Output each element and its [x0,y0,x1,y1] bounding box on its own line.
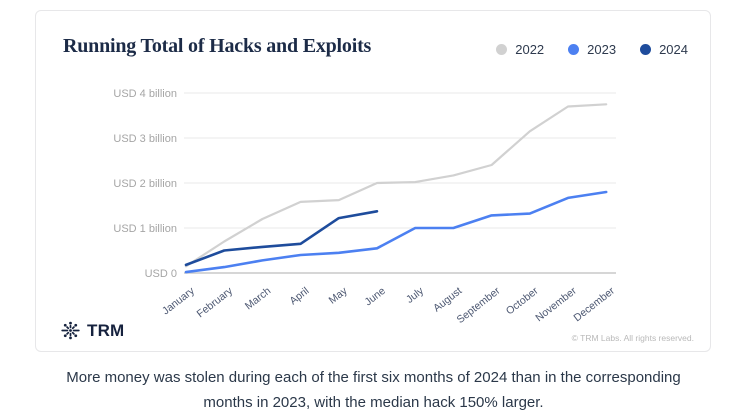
y-axis-tick-label: USD 2 billion [113,178,177,190]
y-axis-tick-label: USD 3 billion [113,133,177,145]
x-axis-month-label: June [363,285,388,309]
x-axis-month-label: September [455,285,503,326]
legend: 2022 2023 2024 [496,42,688,57]
copyright-text: © TRM Labs. All rights reserved. [571,333,694,343]
chart-title: Running Total of Hacks and Exploits [63,35,372,57]
x-axis-month-label: January [160,284,197,317]
x-axis-month-label: November [533,285,579,325]
y-axis-tick-label: USD 4 billion [113,88,177,100]
legend-item-2024[interactable]: 2024 [640,42,688,57]
brand-logo: TRM [60,320,124,341]
legend-label-2024: 2024 [659,42,688,57]
legend-item-2022[interactable]: 2022 [496,42,544,57]
series-line-2024 [184,210,379,267]
x-axis-month-label: August [431,285,464,315]
legend-label-2023: 2023 [587,42,617,57]
y-axis-tick-label: USD 0 [145,268,177,280]
x-axis-month-label: April [287,285,311,307]
x-axis-month-label: May [327,284,351,306]
legend-dot-2022 [496,44,508,55]
legend-dot-2023 [568,44,580,55]
legend-label-2022: 2022 [515,42,545,57]
chart-card: Running Total of Hacks and Exploits 2022… [35,10,711,352]
brand-name: TRM [87,320,125,340]
caption-line-2: months in 2023, with the median hack 150… [203,393,544,411]
trm-starburst-icon [60,320,81,341]
caption-line-1: More money was stolen during each of the… [66,369,681,386]
legend-item-2023[interactable]: 2023 [568,42,616,57]
legend-dot-2024 [640,44,652,55]
line-chart: USD 0 USD 1 billion USD 2 billion USD 3 bil… [113,88,617,326]
chart-caption: More money was stolen during each of the… [0,366,747,416]
x-axis-month-label: March [243,285,274,313]
series-line-2022 [184,103,608,268]
x-axis-month-label: February [195,284,236,320]
x-axis-month-label: December [571,285,617,325]
series-line-2023 [184,190,608,274]
x-axis-month-label: July [404,284,427,305]
y-axis-tick-label: USD 1 billion [113,223,177,235]
